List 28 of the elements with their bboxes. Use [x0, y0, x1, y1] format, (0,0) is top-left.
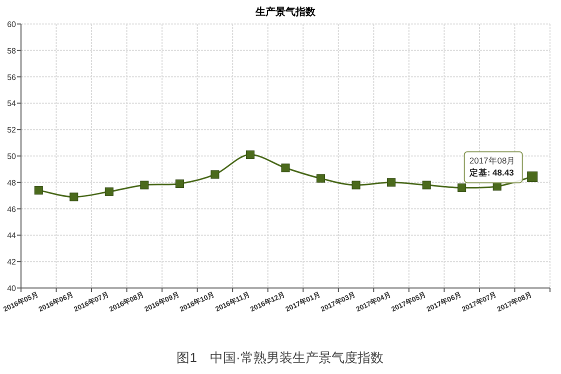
point: [104, 187, 114, 196]
y-tick-label: 48: [7, 178, 17, 188]
y-tick-label: 52: [7, 126, 17, 135]
point: [316, 174, 326, 183]
y-tick-label: 60: [7, 20, 17, 29]
annotation: 2017年08月: [469, 156, 516, 166]
point: [140, 180, 149, 190]
point: [246, 150, 254, 159]
y-tick-label: 58: [7, 46, 17, 56]
point: [34, 186, 43, 195]
y-tick-label: 46: [7, 204, 17, 214]
y-tick-label: 54: [7, 99, 17, 108]
point: [422, 180, 431, 190]
y-tick-label: 42: [7, 258, 17, 267]
point: [210, 170, 220, 179]
y-tick-label: 40: [7, 284, 17, 293]
annotation: 定基: 48.43: [468, 168, 514, 178]
point: [387, 178, 396, 187]
chart-title: 生产景气指数: [254, 6, 316, 18]
point: [352, 180, 360, 190]
point: [70, 192, 78, 202]
y-tick-label: 50: [7, 152, 17, 161]
caption: 图1 中国·常熟男装生产景气度指数: [176, 350, 384, 365]
point: [175, 179, 184, 188]
point: [458, 183, 466, 192]
point: [281, 164, 290, 172]
y-tick-label: 56: [7, 72, 17, 82]
y-tick-label: 44: [7, 231, 17, 240]
